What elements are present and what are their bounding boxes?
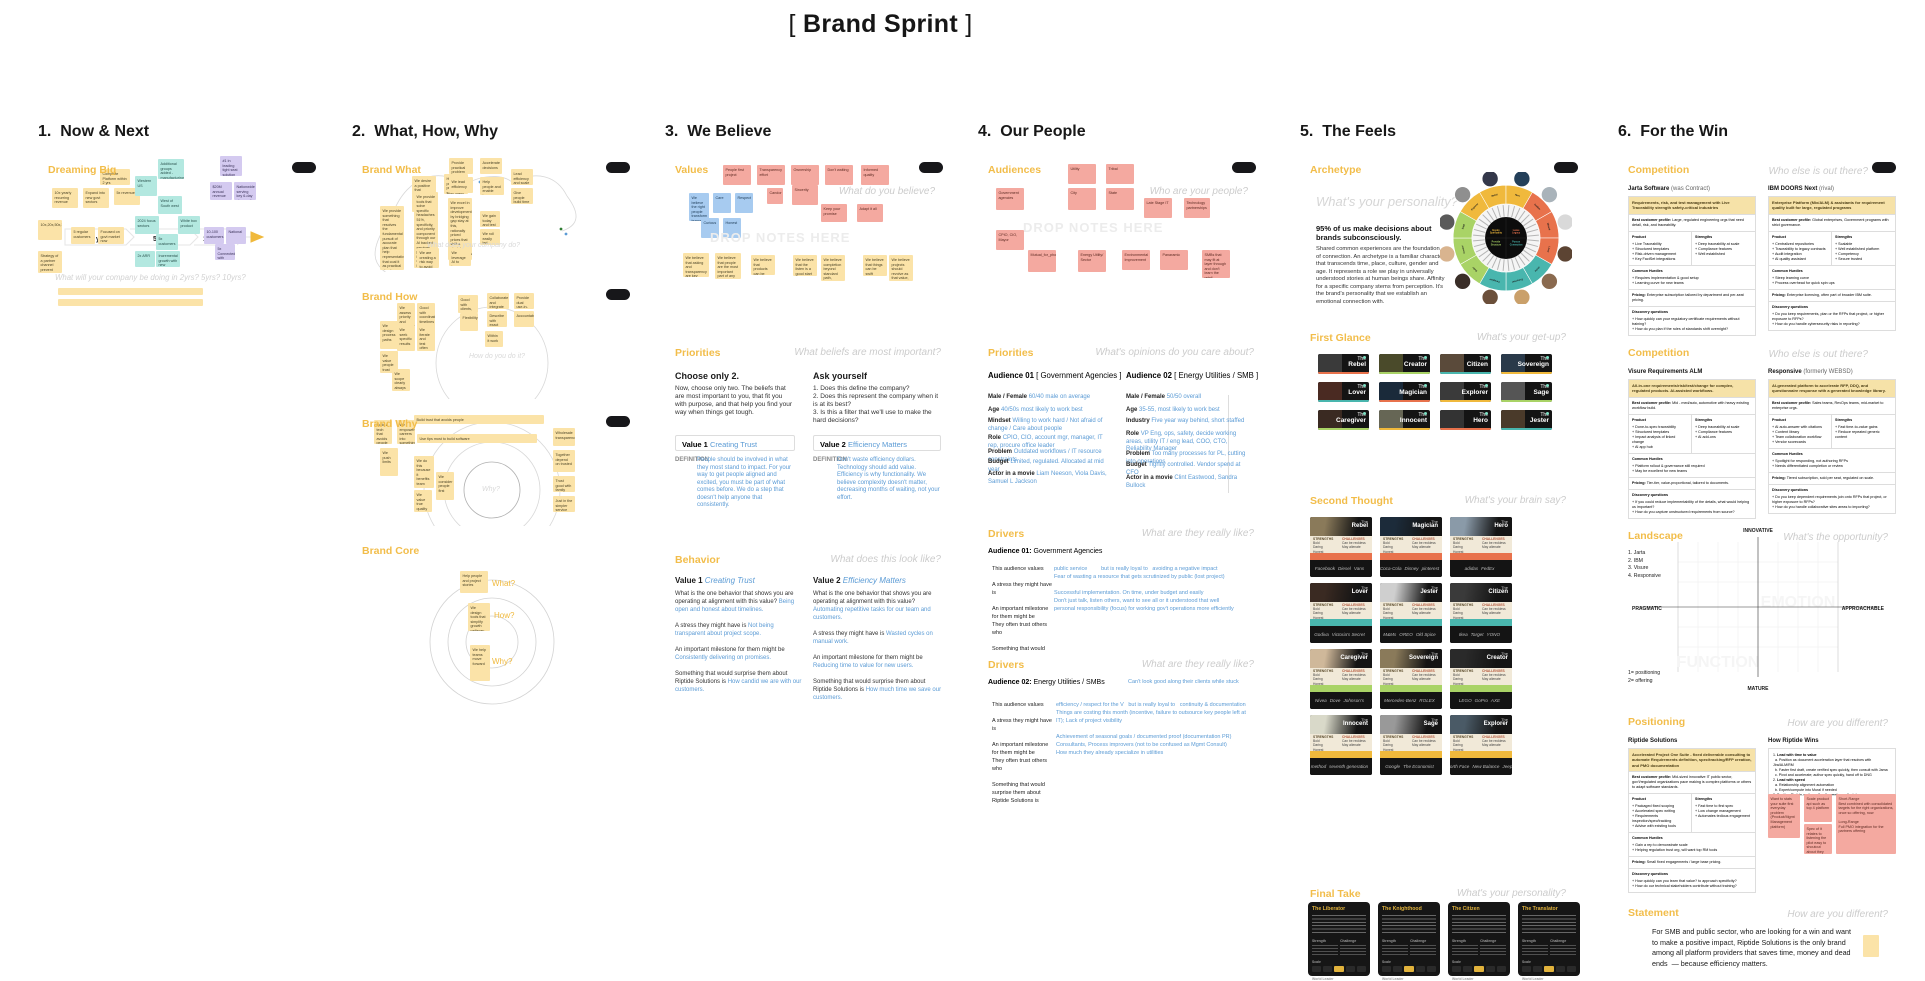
svg-text:FUNCTION: FUNCTION (1677, 654, 1760, 671)
svg-text:PRAGMATIC: PRAGMATIC (1632, 606, 1662, 612)
svg-text:EMOTION: EMOTION (1761, 594, 1836, 611)
svg-text:MATURE: MATURE (1747, 686, 1769, 692)
svg-text:INNOVATIVE: INNOVATIVE (1743, 528, 1773, 534)
svg-text:APPROACHABLE: APPROACHABLE (1842, 606, 1885, 612)
